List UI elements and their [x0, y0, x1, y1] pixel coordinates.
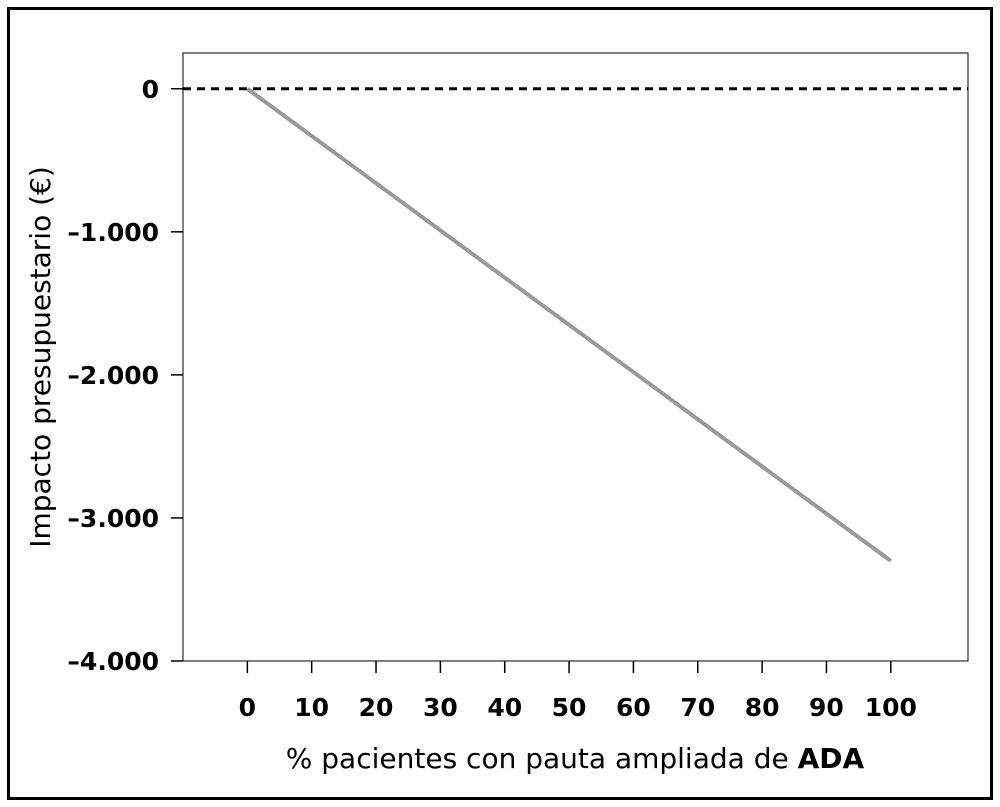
x-tick-label: 30 — [423, 693, 458, 722]
x-tick-label: 70 — [680, 693, 715, 722]
x-tick-label: 90 — [809, 693, 844, 722]
x-tick-label: 20 — [359, 693, 394, 722]
x-axis-title: % pacientes con pauta ampliada de ADA — [286, 742, 865, 775]
y-tick-label: –1.000 — [67, 218, 159, 247]
x-tick-label: 50 — [552, 693, 587, 722]
y-axis-title: Impacto presupuestario (€) — [24, 166, 57, 548]
x-tick-label: 100 — [865, 693, 917, 722]
y-axis-ticks: 0 –1.000 –2.000 –3.000 –4.000 — [67, 75, 183, 676]
budget-impact-series-line — [246, 87, 892, 563]
x-tick-label: 0 — [239, 693, 256, 722]
y-tick-label: 0 — [142, 75, 159, 104]
x-tick-label: 10 — [294, 693, 329, 722]
x-tick-label: 40 — [487, 693, 522, 722]
plot-area — [182, 52, 969, 662]
y-tick-label: –4.000 — [67, 647, 159, 676]
y-tick-label: –3.000 — [67, 504, 159, 533]
y-tick-label: –2.000 — [67, 361, 159, 390]
x-tick-label: 60 — [616, 693, 651, 722]
x-tick-label: 80 — [745, 693, 780, 722]
x-axis-ticks: 0 10 20 30 40 50 60 70 80 90 100 — [239, 661, 917, 722]
